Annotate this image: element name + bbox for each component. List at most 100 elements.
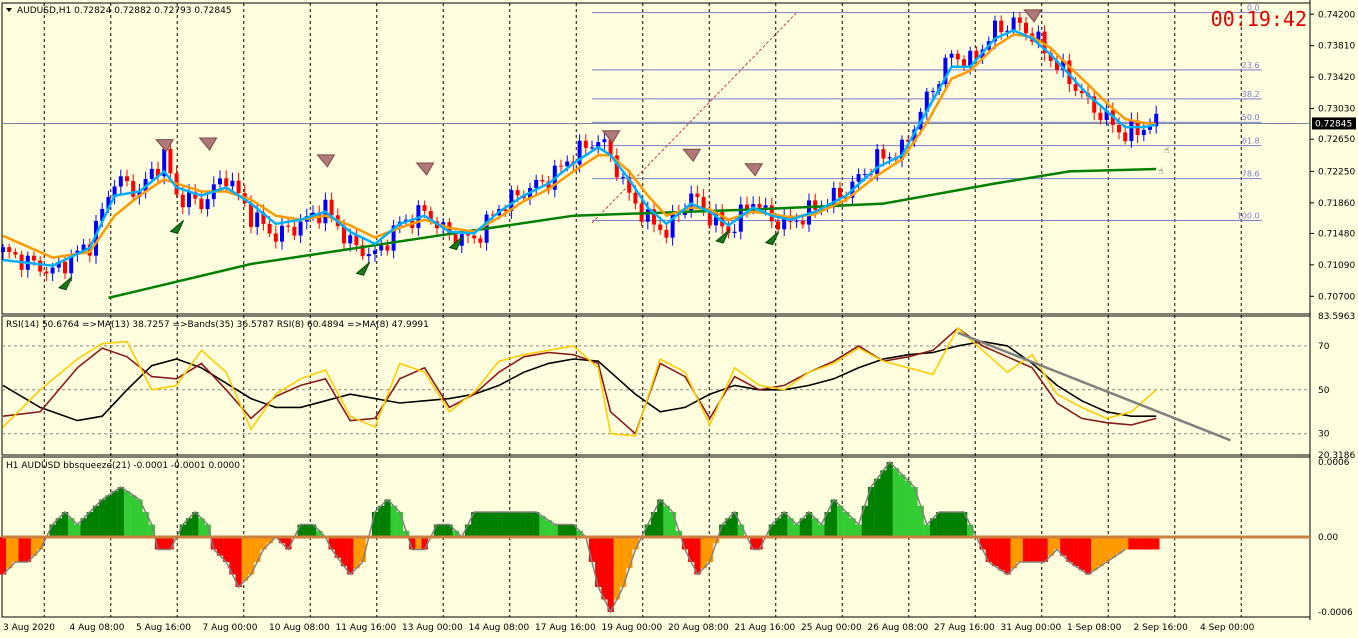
- candle-body: [180, 194, 185, 208]
- candle-body: [943, 57, 948, 85]
- candle-body: [645, 209, 650, 222]
- price-tick-label: 0.71480: [1318, 229, 1355, 239]
- squeeze-bar: [216, 537, 224, 556]
- rsi-series-line: [2, 340, 1157, 422]
- squeeze-bar: [520, 512, 528, 537]
- candle-body: [1055, 60, 1059, 71]
- time-axis-label: 5 Aug 16:00: [136, 623, 191, 633]
- candle-body: [738, 204, 743, 232]
- squeeze-bar: [675, 530, 683, 537]
- squeeze-bar: [911, 487, 918, 537]
- squeeze-bar: [1115, 537, 1123, 554]
- squeeze-bar: [787, 518, 794, 537]
- candle-body: [999, 20, 1004, 33]
- candle-body: [838, 187, 842, 198]
- candle-body: [1017, 17, 1022, 23]
- squeeze-bar: [266, 537, 273, 544]
- candle-body: [94, 220, 98, 256]
- time-axis-label: 1 Sep 08:00: [1067, 623, 1122, 633]
- rsi-tick-label: 70: [1318, 342, 1330, 352]
- candle-body: [236, 180, 241, 194]
- candle-body: [286, 225, 291, 227]
- candle-body: [720, 212, 725, 227]
- candle-body: [683, 211, 687, 216]
- time-axis-label: 20 Aug 08:00: [668, 623, 729, 633]
- candle-body: [1067, 60, 1072, 85]
- squeeze-bar: [198, 518, 205, 537]
- time-axis-label: 26 Aug 08:00: [868, 623, 929, 633]
- squeeze-bar: [681, 537, 689, 550]
- squeeze-bar: [18, 537, 25, 562]
- candle-body: [707, 209, 712, 226]
- candle-body: [149, 168, 154, 179]
- squeeze-bar: [154, 537, 162, 550]
- squeeze-bar: [557, 524, 565, 537]
- symbol-header: AUDUSD,H1 0.72824 0.72882 0.72793 0.7284…: [17, 6, 232, 16]
- squeeze-bar: [117, 487, 125, 537]
- candle-body: [881, 149, 886, 159]
- rsi-series-line: [2, 327, 1157, 436]
- price-tick-label: 0.71090: [1318, 261, 1355, 271]
- candle-body: [608, 139, 613, 156]
- candle-body: [1092, 96, 1097, 113]
- rsi-tick-label: 20.3186: [1318, 451, 1355, 461]
- hand-pointer-icon: ☝: [1158, 167, 1163, 177]
- squeeze-bar: [130, 495, 137, 537]
- candle-body: [106, 197, 111, 209]
- squeeze-bar: [61, 512, 69, 537]
- squeeze-bar: [30, 537, 38, 556]
- squeeze-bar: [1091, 537, 1098, 571]
- squeeze-bar: [192, 512, 199, 537]
- squeeze-bar: [204, 524, 211, 537]
- candle-body: [658, 224, 663, 231]
- squeeze-bar: [967, 524, 974, 537]
- candle-body: [366, 254, 371, 257]
- sell-arrow-icon: [316, 154, 336, 168]
- buy-arrow-icon: [355, 261, 371, 276]
- squeeze-bar: [303, 524, 311, 537]
- squeeze-bar: [570, 524, 577, 537]
- candle-body: [453, 234, 458, 246]
- sell-arrow-icon: [601, 130, 621, 144]
- squeeze-bar: [514, 512, 521, 537]
- squeeze-bar: [334, 537, 342, 558]
- time-axis-label: 3 Aug 2020: [3, 623, 55, 633]
- sell-arrow-icon: [415, 162, 435, 176]
- rsi-title: RSI(14) 50.6764 =>MA(13) 38.7257 =>Bands…: [6, 320, 429, 330]
- squeeze-bar: [471, 512, 478, 537]
- candle-body: [875, 149, 880, 175]
- squeeze-bar: [923, 524, 931, 537]
- collapse-triangle-icon[interactable]: [6, 8, 12, 12]
- squeeze-bar: [619, 537, 627, 587]
- squeeze-bar: [564, 524, 571, 537]
- squeeze-bar: [1035, 537, 1042, 562]
- squeeze-bar: [415, 537, 422, 550]
- candle-body: [137, 190, 142, 197]
- hand-pointer-icon: ☝: [1164, 146, 1169, 156]
- candle-body: [1073, 84, 1078, 91]
- current-price-label: 0.72845: [1315, 119, 1352, 129]
- candle-body: [317, 212, 322, 224]
- time-axis-label: 31 Aug 00:00: [1001, 623, 1062, 633]
- squeeze-bar: [545, 520, 552, 537]
- candle-body: [559, 165, 563, 167]
- candle-body: [577, 140, 582, 165]
- candle-body: [546, 181, 551, 190]
- squeeze-bar: [502, 512, 509, 537]
- candle-body: [1024, 22, 1028, 34]
- time-axis-label: 19 Aug 00:00: [602, 623, 663, 633]
- squeeze-bar: [700, 537, 707, 569]
- candle-body: [745, 204, 749, 210]
- squeeze-bar: [247, 537, 255, 575]
- squeeze-bar: [657, 499, 664, 537]
- candle-body: [69, 254, 74, 274]
- squeeze-bar: [936, 512, 943, 537]
- squeeze-bar: [353, 537, 360, 569]
- squeeze-bar: [626, 537, 633, 569]
- time-axis-label: 27 Aug 16:00: [934, 623, 995, 633]
- candle-body: [131, 181, 136, 197]
- squeeze-bar: [855, 524, 862, 537]
- candle-body: [800, 220, 805, 225]
- squeeze-bar: [731, 512, 738, 537]
